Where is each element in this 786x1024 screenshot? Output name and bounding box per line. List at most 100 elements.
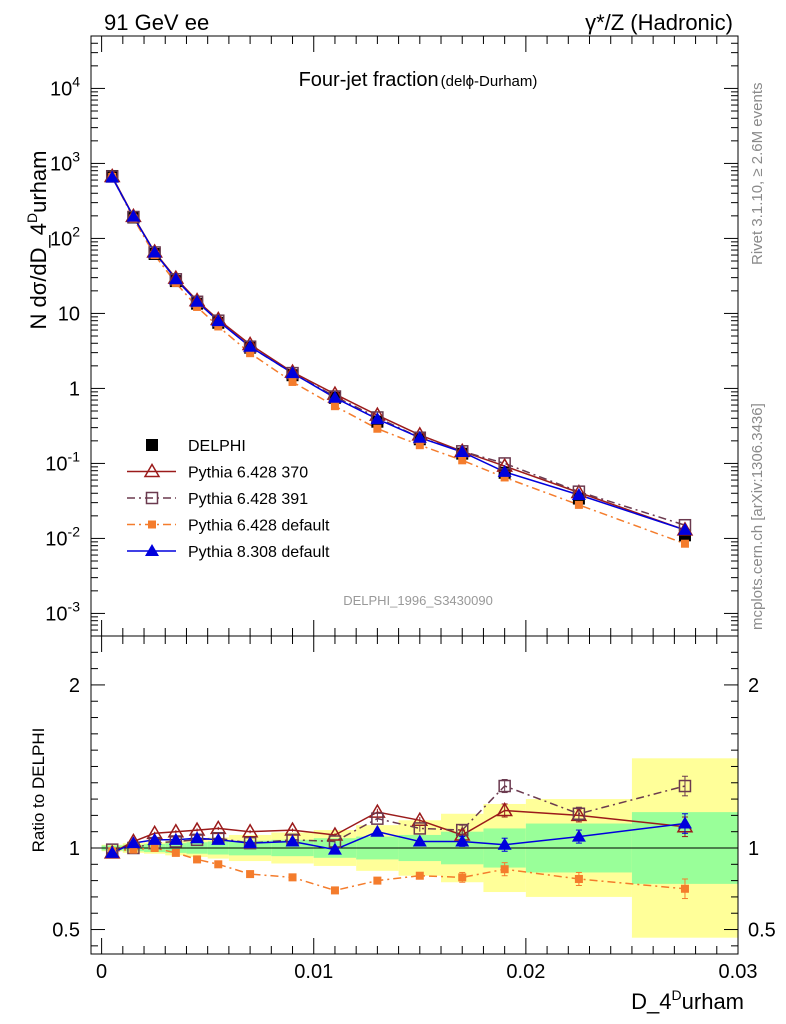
data-point — [243, 339, 258, 352]
ratio-point — [168, 832, 183, 845]
data-point — [168, 272, 183, 285]
data-point — [190, 294, 205, 307]
data-point — [415, 441, 424, 450]
ratio-point — [413, 822, 427, 835]
x-tick-label: 0.03 — [719, 961, 758, 983]
ratio-point — [330, 886, 339, 895]
ratio-frame — [90, 635, 739, 955]
ratio-point — [147, 832, 162, 845]
data-point — [497, 464, 512, 477]
ratio-panel: 0.5 0.5 1 1 2 2 0 0.01 0.02 0.03 — [52, 635, 776, 983]
tick-exp: 2 — [72, 223, 80, 239]
legend-marker — [143, 463, 161, 478]
tick-base: 10 — [50, 228, 72, 250]
rivet-label: Rivet 3.1.10, ≥ 2.6M events — [749, 83, 766, 266]
ratio-y-tick-label-right: 2 — [748, 675, 759, 697]
data-point — [288, 377, 297, 386]
legend-item: Pythia 6.428 391 — [127, 491, 308, 508]
ratio-y-tick-label: 0.5 — [52, 920, 80, 942]
data-point — [571, 487, 586, 500]
legend-item: Pythia 6.428 370 — [127, 463, 308, 482]
ratio-point — [171, 848, 180, 857]
data-point — [126, 209, 141, 222]
ratio-point — [214, 860, 223, 869]
chart-title-main: Four-jet fraction — [299, 69, 439, 91]
ratio-point — [415, 871, 424, 880]
ratio-point — [572, 807, 586, 821]
ratio-point — [373, 876, 382, 885]
ratio-point — [370, 824, 385, 837]
tick-base: 10 — [45, 528, 67, 550]
main-y-tick-label: 103 — [50, 148, 80, 175]
legend-item: DELPHI — [146, 438, 246, 455]
legend-marker — [145, 544, 159, 556]
chart-title: Four-jet fraction (delϕ-Durham) — [299, 69, 538, 91]
ratio-point — [497, 837, 512, 850]
data-point — [458, 456, 467, 465]
ratio-point — [412, 834, 427, 847]
tick-base: 10 — [45, 603, 67, 625]
ratio-y-tick-label-right: 0.5 — [748, 920, 776, 942]
header-right: γ*/Z (Hadronic) — [585, 10, 733, 35]
main-y-tick-label: 104 — [50, 73, 80, 100]
y-axis-label-main: N dσ/dD_4Durham — [24, 150, 51, 329]
data-point — [677, 522, 692, 535]
data-point — [455, 445, 470, 458]
ratio-point — [150, 844, 159, 852]
x-tick-label: 0.02 — [506, 961, 545, 983]
ratio-point — [498, 779, 511, 793]
ratio-point — [285, 834, 300, 847]
ratio-y-tick-label: 2 — [69, 675, 80, 697]
ratio-point — [458, 873, 467, 882]
main-y-tick-label: 10 — [58, 303, 80, 325]
main-y-tick-label: 102 — [50, 223, 80, 250]
ratio-point — [455, 834, 470, 847]
data-point — [500, 473, 509, 482]
ratio-point — [680, 884, 689, 893]
legend-marker — [145, 491, 159, 505]
ratio-point — [571, 829, 586, 842]
ratio-point — [105, 845, 120, 858]
ratio-point — [193, 855, 202, 864]
legend-label: Pythia 6.428 default — [188, 518, 330, 535]
data-point — [330, 402, 339, 411]
tick-base: 10 — [45, 453, 67, 475]
data-point — [412, 430, 427, 443]
legend-item: Pythia 6.428 default — [127, 518, 330, 535]
main-y-tick-label: 10-2 — [45, 523, 80, 550]
tick-base: 10 — [50, 153, 72, 175]
tick-exp: 3 — [72, 148, 80, 164]
legend-label: Pythia 6.428 391 — [188, 491, 308, 508]
legend-item: Pythia 8.308 default — [127, 544, 330, 561]
tick-exp: 4 — [72, 73, 80, 89]
mcplots-label: mcplots.cern.ch [arXiv:1306.3436] — [749, 403, 766, 630]
series-line — [111, 176, 686, 545]
ratio-point — [496, 802, 513, 817]
data-point — [680, 539, 689, 548]
legend-label: Pythia 6.428 370 — [188, 465, 308, 482]
tick-exp: -2 — [68, 523, 81, 539]
watermark: DELPHI_1996_S3430090 — [343, 593, 493, 608]
main-y-tick-label: 10-3 — [45, 598, 80, 625]
legend-marker — [146, 439, 158, 451]
ratio-y-tick-label-right: 1 — [748, 838, 759, 860]
tick-base: 10 — [50, 78, 72, 100]
x-axis-label: D_4Durham — [631, 987, 744, 1014]
data-point — [246, 349, 255, 358]
ratio-point — [574, 874, 583, 883]
tick-exp: -1 — [68, 448, 81, 464]
ratio-point — [211, 832, 226, 845]
main-y-tick-label: 1 — [69, 378, 80, 400]
data-point — [147, 245, 162, 258]
tick-exp: -3 — [68, 598, 81, 614]
data-point — [105, 170, 120, 183]
legend-marker — [148, 520, 156, 529]
data-point — [370, 412, 385, 425]
data-point — [193, 302, 202, 311]
chart-subtitle: (delϕ-Durham) — [441, 73, 538, 90]
ratio-point — [129, 845, 138, 854]
header-left: 91 GeV ee — [104, 10, 209, 35]
data-point — [285, 366, 300, 379]
legend-label: Pythia 8.308 default — [188, 544, 330, 561]
